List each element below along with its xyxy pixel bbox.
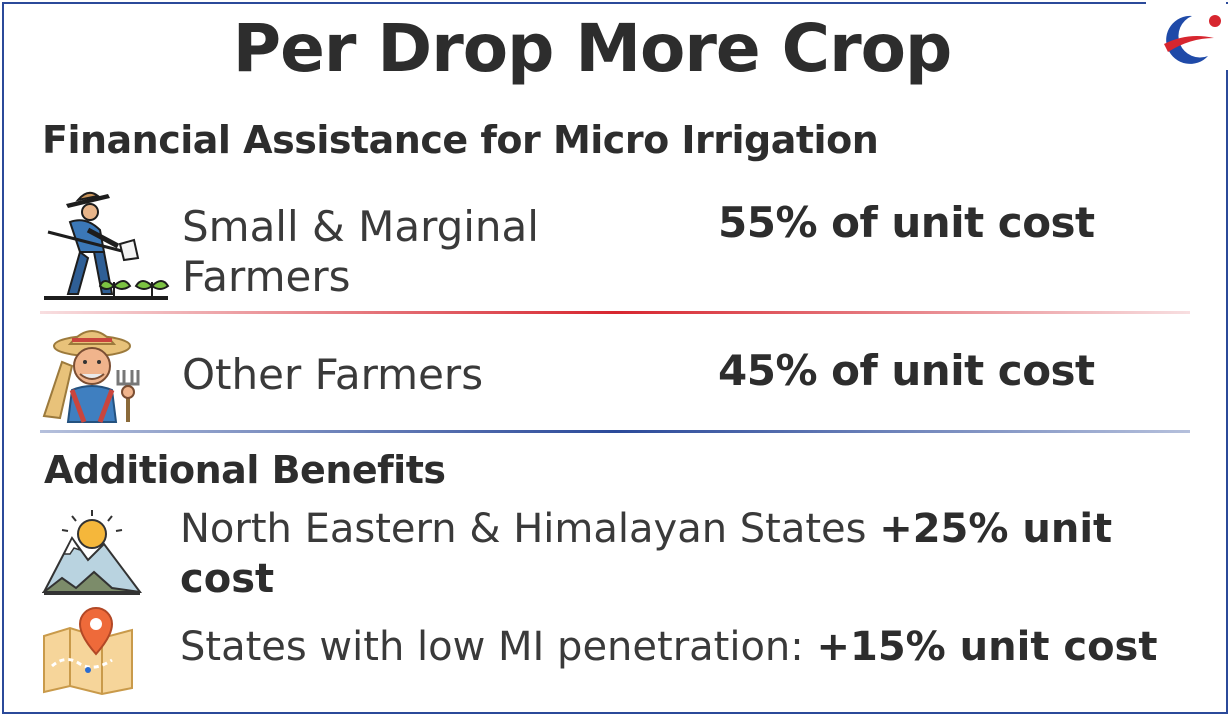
benefit-value: +15% unit cost: [816, 624, 1158, 670]
brand-logo-icon: [1164, 15, 1221, 64]
benefit-text: North Eastern & Himalayan States: [180, 506, 880, 552]
row-label-other-farmers: Other Farmers: [182, 350, 484, 399]
row-value-other-farmers: 45% of unit cost: [718, 346, 1095, 395]
divider: [40, 311, 1190, 314]
benefit-value: +25% unit cost: [180, 506, 1113, 602]
benefit-low-mi-penetration: States with low MI penetration: +15% uni…: [180, 622, 1220, 672]
farmer-hoeing-icon: [44, 191, 170, 300]
financial-assistance-heading: Financial Assistance for Micro Irrigatio…: [42, 118, 879, 162]
frame-gap: [1223, 4, 1229, 70]
old-farmer-icon: [42, 330, 140, 423]
row-value-small-marginal: 55% of unit cost: [718, 198, 1095, 247]
additional-benefits-heading: Additional Benefits: [44, 448, 446, 492]
benefit-north-eastern-himalayan: North Eastern & Himalayan States +25% un…: [180, 504, 1220, 604]
benefit-text: States with low MI penetration:: [180, 624, 817, 670]
frame-gap: [1146, 1, 1226, 7]
row-label-line: Farmers: [182, 252, 351, 301]
page-title: Per Drop More Crop: [232, 10, 952, 87]
row-label-line: Small & Marginal: [182, 202, 539, 251]
row-label-small-marginal: Small & Marginal Farmers: [182, 202, 539, 302]
mountain-sun-icon: [42, 510, 142, 595]
map-pin-icon: [43, 606, 133, 696]
divider: [40, 430, 1190, 433]
